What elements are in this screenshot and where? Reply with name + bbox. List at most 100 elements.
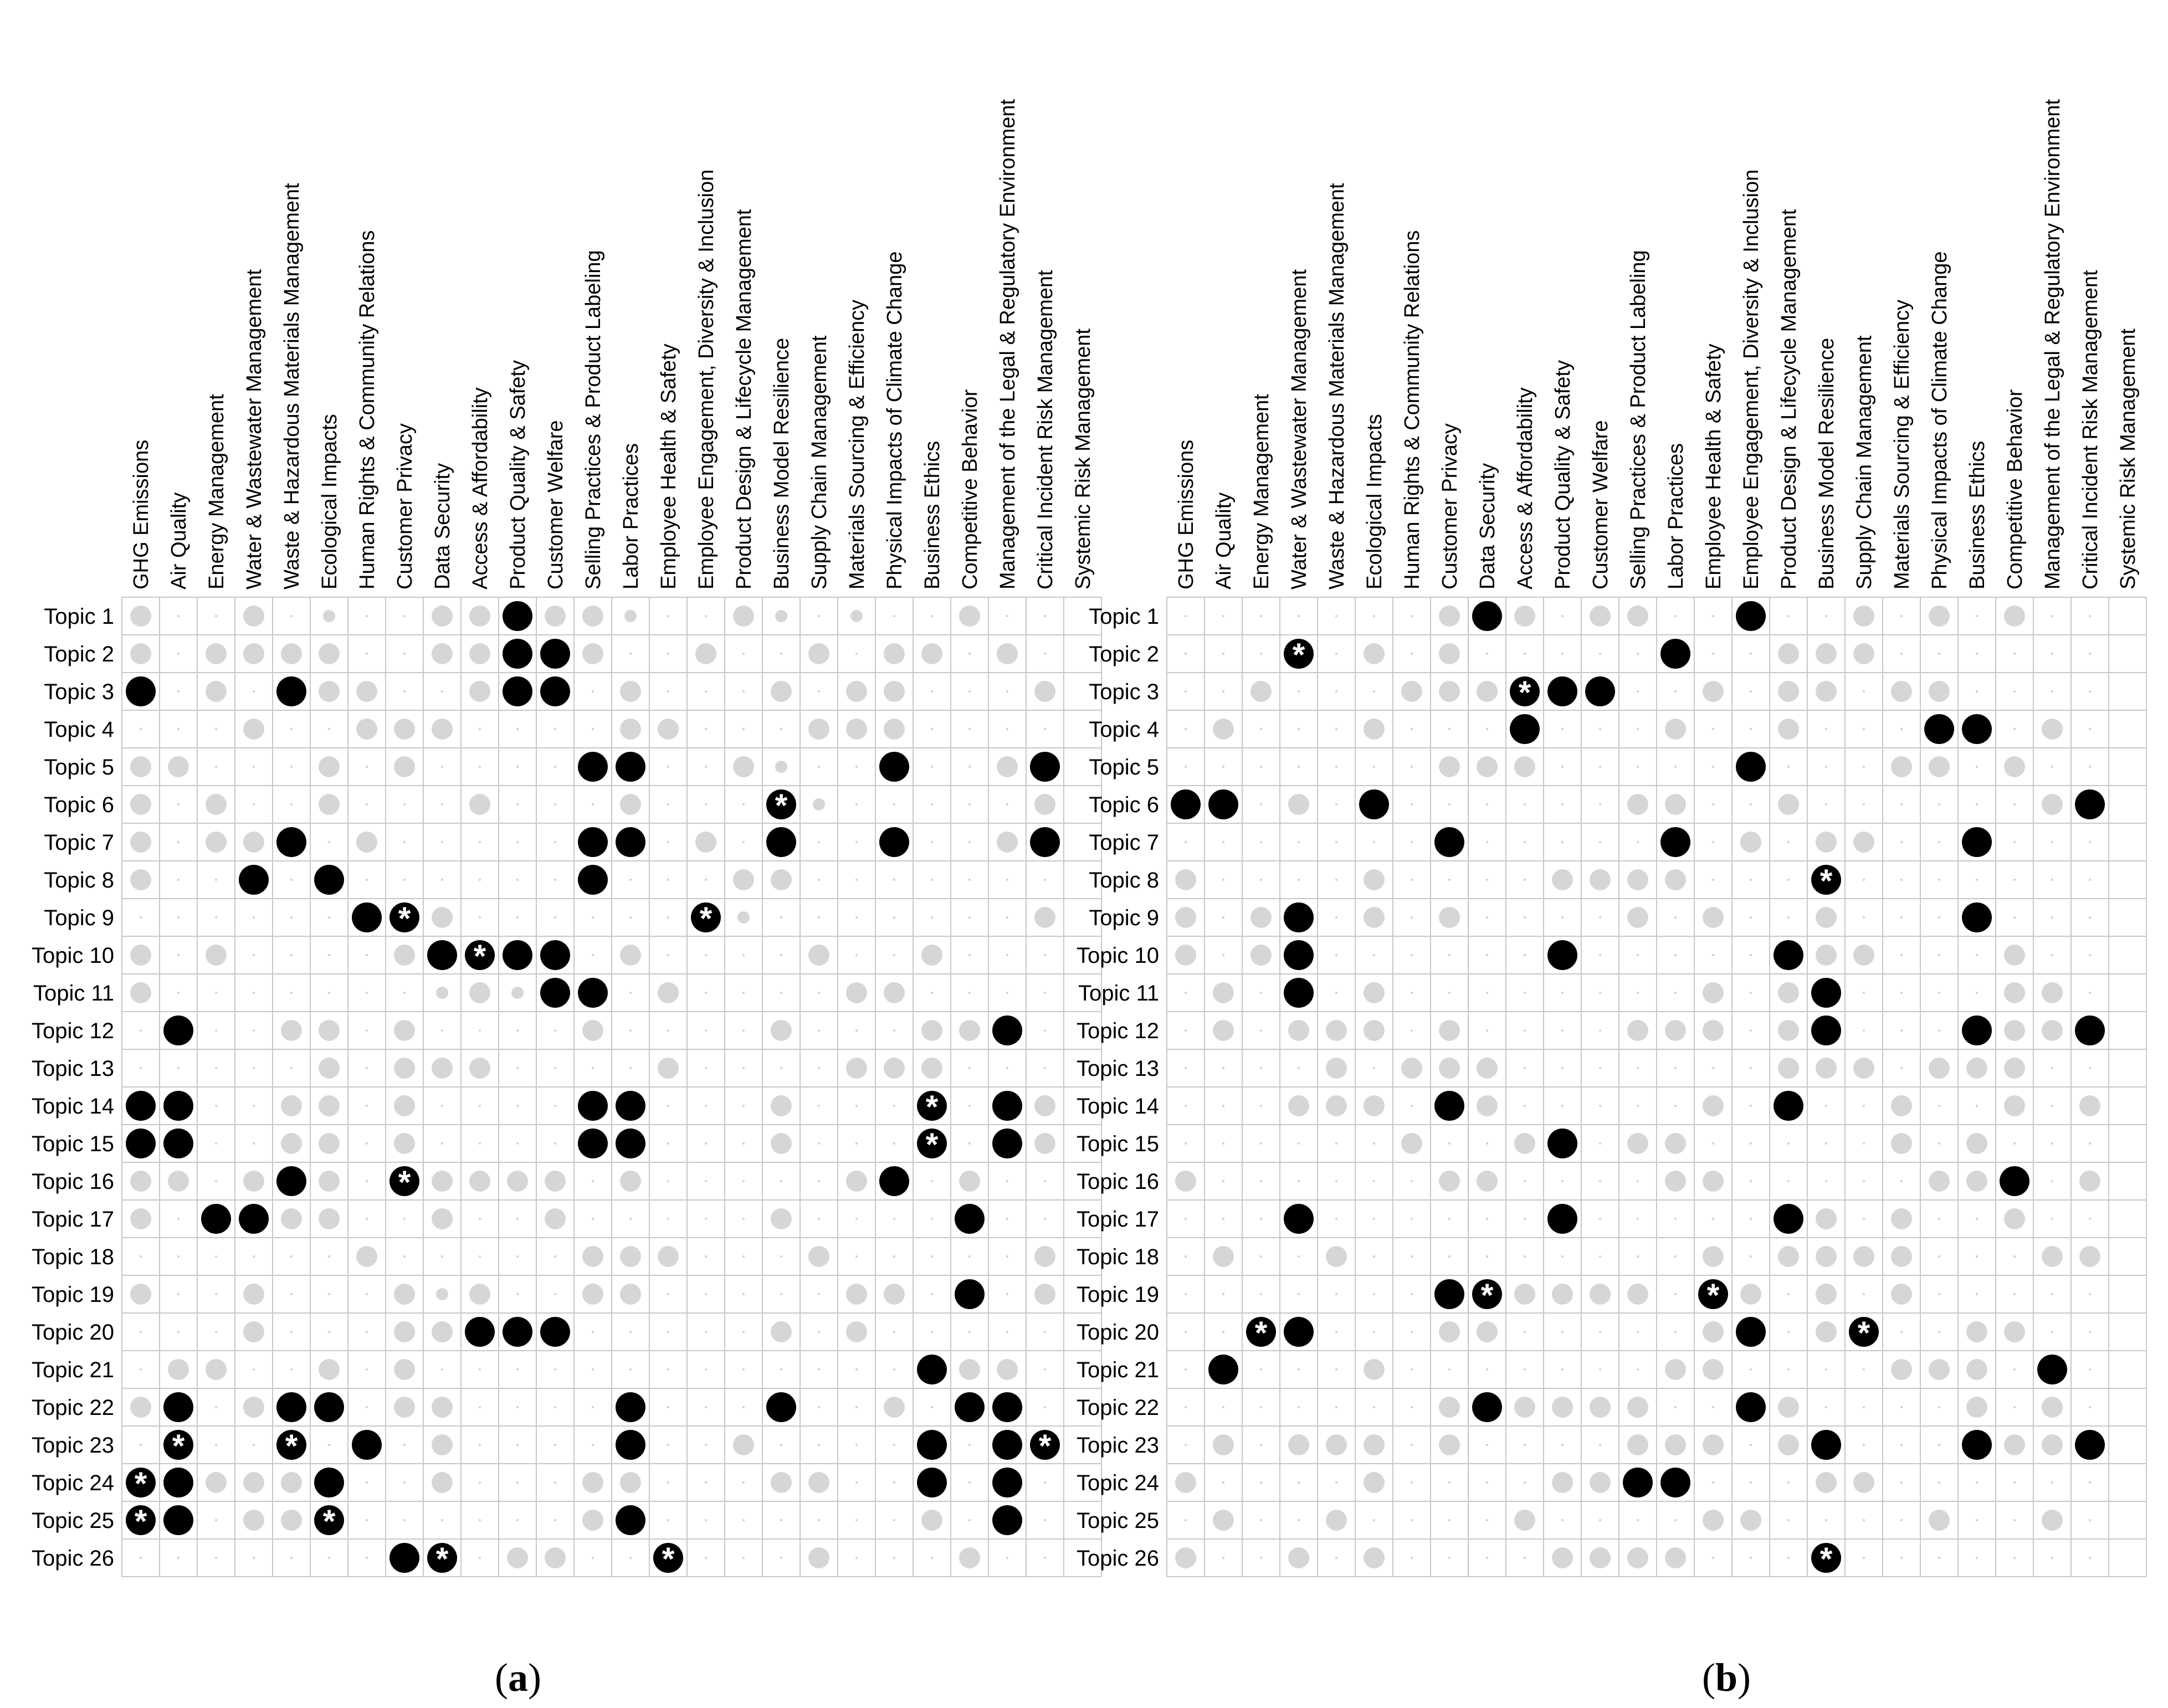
dot-black: [917, 1468, 947, 1497]
dot-none: [1787, 1368, 1790, 1371]
row-label: Topic 11: [33, 981, 114, 1006]
row-label: Topic 6: [1089, 793, 1159, 817]
dot-none: [1335, 1293, 1337, 1295]
dot-black-star: [1510, 676, 1540, 706]
dot-grey: [1034, 1284, 1055, 1305]
dot-grey: [921, 643, 942, 664]
dot-grey: [1326, 1246, 1347, 1267]
dot-none: [1524, 1105, 1526, 1107]
dot-grey: [130, 1397, 151, 1418]
dot-none: [1750, 954, 1752, 956]
dot-none: [742, 1255, 745, 1258]
dot-none: [629, 1067, 632, 1069]
dot-none: [2051, 1481, 2053, 1484]
dot-grey: [1778, 1397, 1799, 1418]
dot-small: [436, 987, 448, 999]
dot-none: [1044, 1368, 1046, 1371]
dot-black: [163, 1392, 193, 1422]
dot-grey: [1778, 1434, 1799, 1455]
column-label: Physical Impacts of Climate Change: [883, 252, 906, 589]
dot-grey: [771, 1133, 792, 1154]
dot-none: [403, 1481, 406, 1484]
dot-none: [215, 992, 217, 994]
dot-black: [1962, 714, 1992, 744]
dot-none: [931, 728, 933, 730]
panel-b-label-letter: b: [1715, 1655, 1738, 1700]
star-mark: *: [1039, 1428, 1052, 1464]
dot-none: [177, 1331, 180, 1333]
dot-grey: [130, 1284, 151, 1305]
dot-grey: [997, 1359, 1018, 1380]
dot-grey: [469, 681, 490, 702]
dot-none: [855, 1557, 858, 1559]
dot-grey: [1552, 869, 1573, 890]
dot-none: [592, 728, 594, 730]
dot-none: [1335, 879, 1337, 881]
dot-none: [366, 615, 368, 617]
dot-none: [1185, 1331, 1187, 1333]
dot-none: [1185, 1142, 1187, 1145]
dot-none: [366, 879, 368, 881]
dot-grey: [432, 1321, 453, 1342]
dot-none: [215, 1293, 217, 1295]
dot-none: [1863, 916, 1865, 919]
dot-grey: [1703, 1020, 1724, 1041]
dot-none: [1976, 879, 1978, 881]
dot-grey: [1627, 1397, 1648, 1418]
dot-none: [1222, 653, 1224, 655]
dot-none: [290, 1067, 293, 1069]
dot-none: [140, 916, 142, 919]
dot-grey: [432, 907, 453, 928]
dot-grey: [771, 1095, 792, 1116]
dot-black-star: [691, 902, 721, 932]
dot-none: [1411, 803, 1413, 806]
dot-none: [1976, 615, 1978, 617]
row-label: Topic 25: [1077, 1509, 1159, 1533]
dot-grey: [1175, 907, 1196, 928]
dot-black: [992, 1468, 1022, 1497]
dot-black: [1434, 1091, 1464, 1121]
dot-none: [177, 728, 180, 730]
dot-black: [578, 978, 608, 1008]
dot-grey: [1364, 1020, 1385, 1041]
dot-grey: [206, 1472, 227, 1493]
dot-black: [879, 1166, 909, 1196]
dot-none: [290, 615, 293, 617]
dot-none: [1260, 879, 1262, 881]
dot-none: [554, 916, 556, 919]
dot-black: [1774, 1091, 1803, 1121]
dot-none: [1373, 1255, 1375, 1258]
dot-grey: [658, 1058, 679, 1079]
dot-grey: [469, 982, 490, 1003]
row-label: Topic 7: [44, 830, 114, 855]
column-label: Business Ethics: [921, 441, 944, 589]
row-label: Topic 13: [32, 1056, 114, 1081]
dot-none: [1044, 1481, 1046, 1484]
dot-none: [1222, 1105, 1224, 1107]
row-label: Topic 2: [1089, 642, 1159, 666]
dot-grey: [1703, 907, 1724, 928]
dot-none: [2051, 916, 2053, 919]
dot-none: [818, 690, 820, 693]
dot-none: [1750, 879, 1752, 881]
dot-none: [742, 1029, 745, 1032]
dot-none: [893, 1029, 895, 1032]
dot-none: [140, 1029, 142, 1032]
dot-grey: [1627, 1547, 1648, 1568]
dot-grey: [319, 1095, 340, 1116]
dot-none: [1863, 1180, 1865, 1182]
dot-none: [2051, 653, 2053, 655]
dot-none: [441, 1142, 443, 1145]
dot-none: [1900, 1331, 1903, 1333]
dot-grey: [658, 1246, 679, 1267]
dot-none: [140, 1557, 142, 1559]
dot-grey: [1590, 1397, 1611, 1418]
dot-none: [290, 992, 293, 994]
dot-none: [705, 1481, 707, 1484]
dot-grey: [1627, 1020, 1648, 1041]
dot-none: [1674, 1406, 1677, 1408]
dot-grey: [1288, 1020, 1309, 1041]
dot-none: [1599, 841, 1601, 843]
dot-black: [163, 1505, 193, 1535]
dot-none: [1486, 1255, 1488, 1258]
